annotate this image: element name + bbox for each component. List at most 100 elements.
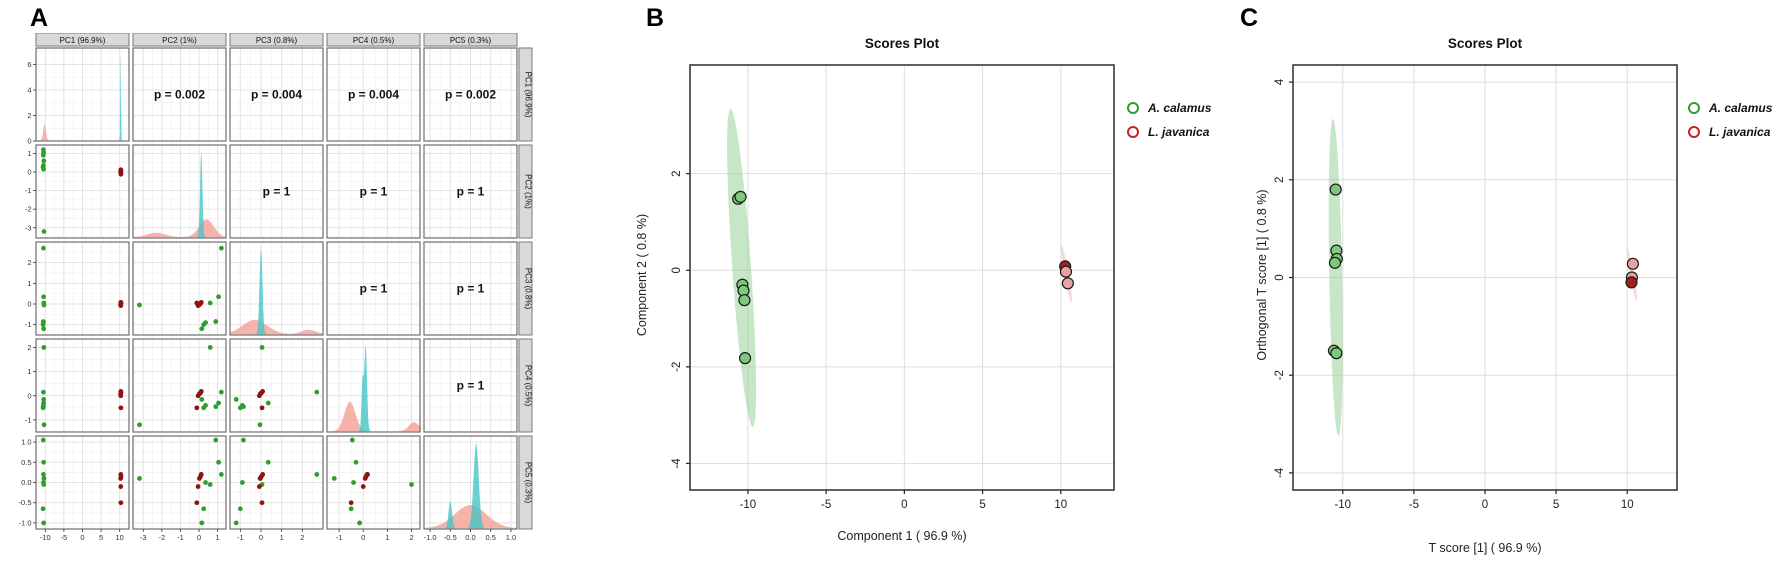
p-value-label: p = 1 bbox=[360, 185, 388, 199]
x-tick-label: 0 bbox=[361, 533, 365, 542]
panel-c-label: C bbox=[1240, 4, 1259, 32]
y-tick-label: 4 bbox=[1274, 78, 1286, 85]
y-tick-label: -4 bbox=[671, 458, 683, 469]
x-tick-label: -1 bbox=[336, 533, 343, 542]
legend-item-a-calamus: A. calamus bbox=[1127, 101, 1211, 115]
scatter-point bbox=[360, 484, 366, 489]
l-javanica-circle-icon bbox=[1127, 126, 1139, 138]
x-tick-label: -1 bbox=[237, 533, 244, 542]
legend-c: A. calamus L. javanica bbox=[1688, 101, 1772, 149]
row-strip bbox=[518, 144, 533, 239]
y-tick-label: 2 bbox=[27, 258, 31, 267]
scatter-point bbox=[362, 476, 368, 481]
scatter-point bbox=[40, 506, 46, 512]
scatter-point bbox=[259, 405, 265, 411]
y-tick-label: 1 bbox=[27, 149, 31, 158]
p-value-label: p = 1 bbox=[457, 185, 485, 199]
x-tick-label: 0 bbox=[901, 499, 907, 511]
pairs-cell-r1c1 bbox=[132, 144, 227, 239]
scatter-point bbox=[203, 480, 208, 485]
pink-density-curve bbox=[36, 124, 129, 141]
scatter-point bbox=[213, 404, 219, 410]
pairs-cell-r3c4 bbox=[423, 338, 518, 433]
scatter-point bbox=[195, 484, 201, 489]
scatter-point bbox=[259, 500, 265, 506]
scatter-point bbox=[213, 319, 219, 324]
y-tick-label: 0.0 bbox=[21, 478, 31, 487]
scatter-point bbox=[259, 345, 265, 350]
y-tick-label: 6 bbox=[27, 60, 31, 69]
scatter-point bbox=[137, 476, 142, 481]
row-strip bbox=[518, 241, 533, 336]
y-tick-label: 0 bbox=[1274, 274, 1286, 280]
p-value-label: p = 1 bbox=[457, 282, 485, 296]
column-strip bbox=[229, 33, 324, 47]
green-ellipse bbox=[727, 108, 757, 427]
p-value-label: p = 1 bbox=[457, 379, 485, 393]
scatter-point bbox=[240, 480, 245, 485]
scatter-point bbox=[40, 405, 46, 411]
p-value-label: p = 1 bbox=[360, 282, 388, 296]
x-tick-label: 1.0 bbox=[506, 533, 516, 542]
scatter-point bbox=[199, 520, 205, 526]
scatter-point bbox=[256, 393, 262, 399]
scatter-point bbox=[41, 396, 47, 402]
scatter-point bbox=[265, 400, 271, 406]
l-javanica-point bbox=[1061, 277, 1074, 290]
pink-density-curve bbox=[230, 320, 323, 335]
scatter-point bbox=[118, 476, 124, 481]
row-strip-label: PC1 (96.9%) bbox=[524, 72, 533, 118]
pairs-cell-r2c2 bbox=[229, 241, 324, 336]
scatter-point bbox=[194, 300, 200, 306]
x-tick-label: -1 bbox=[177, 533, 184, 542]
a-calamus-point bbox=[738, 352, 752, 365]
scatter-point bbox=[118, 484, 124, 489]
scatter-point bbox=[233, 396, 239, 402]
scatter-point bbox=[118, 300, 124, 306]
scatter-point bbox=[213, 437, 219, 443]
legend-item-a-calamus: A. calamus bbox=[1688, 101, 1772, 115]
l-javanica-circle-icon bbox=[1688, 126, 1700, 138]
l-javanica-point bbox=[1059, 265, 1073, 278]
scatter-point bbox=[348, 500, 354, 506]
scatter-point bbox=[357, 520, 363, 526]
x-tick-label: 0.5 bbox=[485, 533, 495, 542]
row-strip-label: PC4 (0.5%) bbox=[524, 365, 533, 407]
scatter-point bbox=[41, 302, 47, 308]
y-tick-label: -1.0 bbox=[19, 518, 32, 527]
x-tick-label: -0.5 bbox=[444, 533, 457, 542]
scatter-point bbox=[237, 405, 243, 411]
pairs-cell-r1c4 bbox=[423, 144, 518, 239]
scatter-point bbox=[216, 459, 221, 465]
scatter-point bbox=[41, 476, 47, 481]
pairs-cell-r4c0 bbox=[35, 435, 130, 530]
scatter-point bbox=[41, 345, 47, 350]
scores-plot-b: -10 -5 0 5 10 2 0 -2 -4 bbox=[671, 64, 1115, 511]
pairs-plot: PC1 (96.9%) PC2 (1%) PC3 (0.8%) PC4 (0.5%) P… bbox=[19, 33, 533, 542]
scatter-point bbox=[201, 322, 207, 328]
p-value-label: p = 0.004 bbox=[348, 88, 399, 102]
legend-label: A. calamus bbox=[1709, 101, 1772, 115]
pink-density-curve bbox=[424, 505, 517, 529]
y-tick-label: 0 bbox=[27, 391, 31, 400]
scatter-point bbox=[197, 476, 202, 481]
x-tick-label: -5 bbox=[1409, 499, 1419, 511]
scatter-point bbox=[118, 393, 124, 399]
scatter-point bbox=[194, 405, 200, 411]
pairs-cell-r4c3 bbox=[326, 435, 421, 530]
y-tick-label: -4 bbox=[1274, 467, 1286, 478]
x-tick-label: 0.0 bbox=[465, 533, 475, 542]
column-strip-label: PC5 (0.3%) bbox=[450, 36, 492, 45]
a-calamus-point bbox=[1328, 256, 1342, 269]
scatter-point bbox=[216, 400, 221, 406]
scores-plot-c-title: Scores Plot bbox=[1447, 36, 1523, 51]
y-tick-label: 1 bbox=[27, 367, 31, 376]
x-tick-label: 0 bbox=[80, 533, 84, 542]
row-strip-label: PC3 (0.8%) bbox=[524, 268, 533, 310]
scatter-point bbox=[207, 482, 213, 487]
pairs-cell-r1c0 bbox=[35, 144, 130, 239]
x-tick-label: -5 bbox=[61, 533, 68, 542]
pairs-cell-r3c0 bbox=[35, 338, 130, 433]
y-tick-label: 0 bbox=[27, 137, 31, 146]
x-tick-label: 0 bbox=[197, 533, 201, 542]
